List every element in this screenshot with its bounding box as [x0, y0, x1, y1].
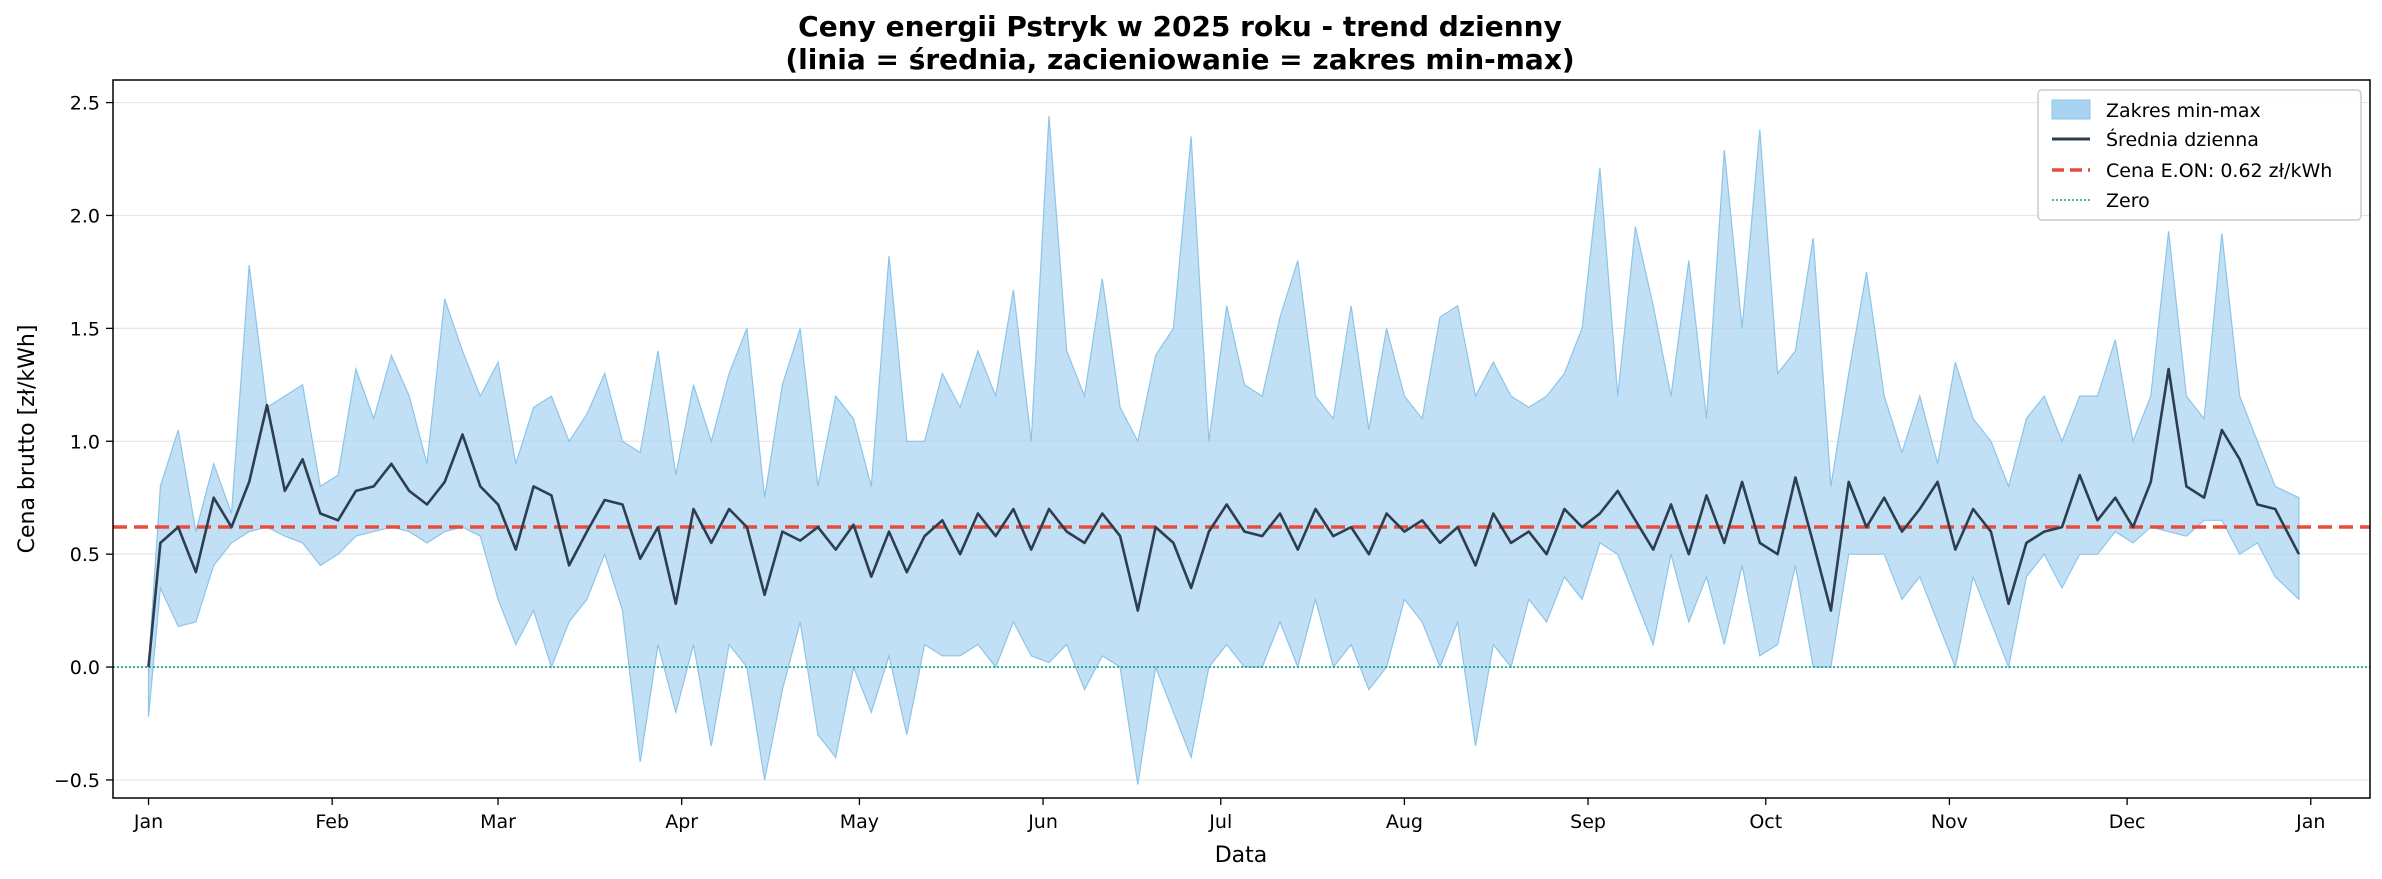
x-tick-label: Mar: [480, 811, 516, 833]
legend: Zakres min-max Średnia dzienna Cena E.ON…: [2037, 89, 2362, 221]
y-axis-label: Cena brutto [zł/kWh]: [15, 325, 40, 554]
y-tick-label: 0.5: [70, 544, 100, 566]
y-tick-label: 2.5: [70, 93, 100, 115]
x-tick-label: Aug: [1386, 811, 1423, 833]
y-tick-label: 1.0: [70, 431, 100, 453]
chart-title: Ceny energii Pstryk w 2025 roku - trend …: [798, 10, 1562, 43]
x-axis-label: Data: [1215, 843, 1268, 868]
daily-mean-line: [147, 367, 2301, 668]
y-tick-label: 2.0: [70, 205, 100, 227]
x-tick-label: Jul: [1208, 811, 1232, 833]
y-tick-label: 1.5: [70, 318, 100, 340]
min-max-band: [147, 116, 2300, 785]
y-axis-ticks: −0.5 0.0 0.5 1.0 1.5 2.0 2.5: [54, 93, 113, 792]
x-tick-label: Jun: [1027, 811, 1058, 833]
x-tick-label: Apr: [665, 811, 698, 833]
y-tick-label: −0.5: [54, 770, 100, 792]
x-tick-label: Jan: [133, 811, 163, 833]
legend-label-zero: Zero: [2106, 190, 2150, 212]
legend-swatch-band: [2051, 99, 2091, 120]
x-axis-ticks: Jan Feb Mar Apr May Jun Jul Aug Sep Oct Nov Dec Jan: [133, 798, 2325, 833]
x-tick-label: Nov: [1931, 811, 1968, 833]
x-tick-label: Dec: [2109, 811, 2146, 833]
plot-frame: [112, 79, 2371, 799]
legend-label-band: Zakres min-max: [2106, 100, 2261, 122]
chart-subtitle: (linia = średnia, zacieniowanie = zakres…: [785, 43, 1574, 76]
legend-box: [2037, 89, 2362, 221]
legend-label-eon: Cena E.ON: 0.62 zł/kWh: [2106, 160, 2332, 182]
x-tick-label: Oct: [1749, 811, 1782, 833]
x-tick-label: Sep: [1570, 811, 1606, 833]
y-tick-label: 0.0: [70, 657, 100, 679]
legend-label-mean: Średnia dzienna: [2106, 127, 2259, 151]
x-tick-label: Feb: [315, 811, 349, 833]
x-tick-label: May: [840, 811, 879, 833]
x-tick-label: Jan: [2295, 811, 2325, 833]
